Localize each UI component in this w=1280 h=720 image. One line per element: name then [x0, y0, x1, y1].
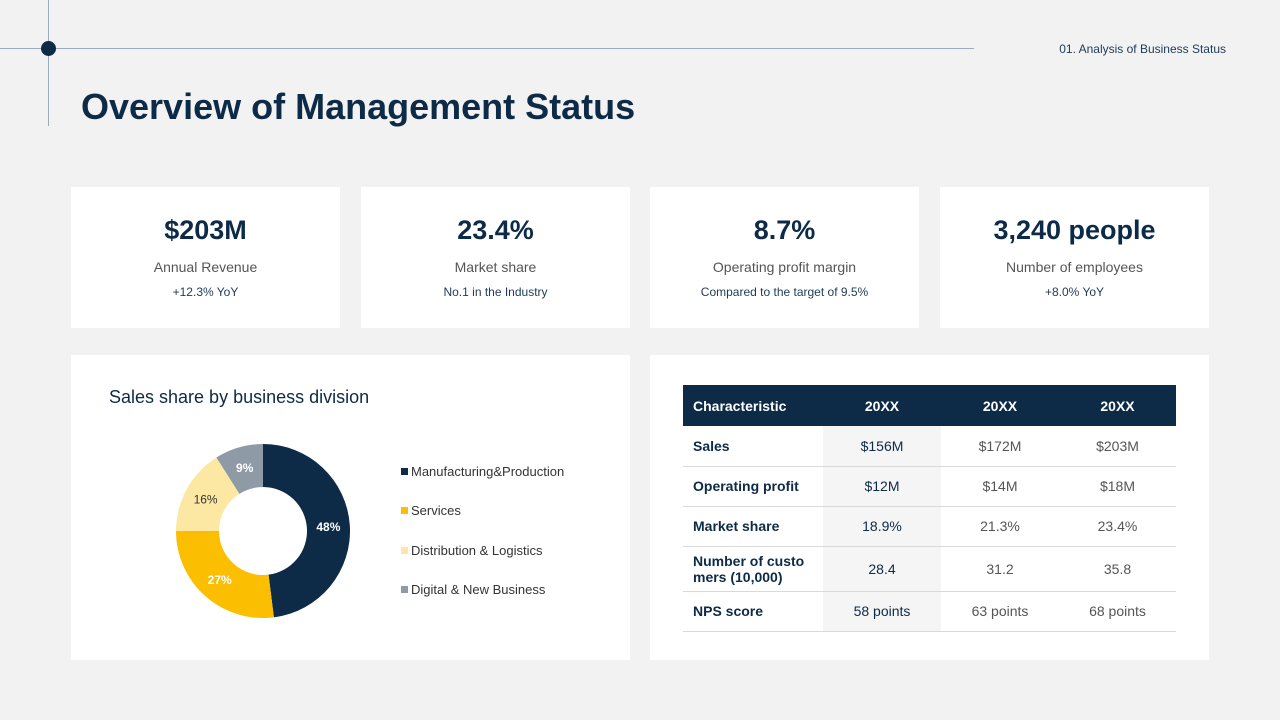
- row-label: Number of custo mers (10,000): [683, 546, 823, 592]
- row-label: NPS score: [683, 591, 823, 632]
- table-cell: 58 points: [823, 591, 941, 632]
- decorative-dot: [41, 41, 56, 56]
- legend-label: Services: [411, 503, 461, 518]
- table-row: Operating profit $12M $14M $18M: [683, 466, 1176, 507]
- kpi-note: +12.3% YoY: [172, 285, 239, 299]
- table-cell: $12M: [823, 466, 941, 507]
- decorative-line-vertical: [48, 0, 49, 126]
- kpi-card-market-share: 23.4% Market share No.1 in the Industry: [361, 187, 630, 328]
- kpi-label: Annual Revenue: [153, 259, 258, 275]
- kpi-label: Market share: [454, 259, 537, 275]
- chart-legend: Manufacturing&Production Services Distribu…: [401, 461, 564, 619]
- table-row: Number of custo mers (10,000) 28.4 31.2 …: [683, 546, 1176, 592]
- donut-slice: [176, 457, 240, 531]
- kpi-note: +8.0% YoY: [1044, 285, 1105, 299]
- kpi-card-operating-margin: 8.7% Operating profit margin Compared to…: [650, 187, 919, 328]
- slice-label: 27%: [208, 573, 232, 587]
- legend-item: Digital & New Business: [401, 580, 564, 600]
- legend-swatch: [401, 507, 408, 514]
- slice-label: 48%: [316, 520, 340, 534]
- legend-swatch: [401, 546, 408, 554]
- kpi-note: No.1 in the Industry: [443, 285, 548, 299]
- table-header-cell: 20XX: [823, 385, 941, 426]
- table-cell: 63 points: [941, 591, 1059, 632]
- table-cell: $156M: [823, 426, 941, 467]
- slice-label: 16%: [194, 492, 218, 506]
- table-cell: 35.8: [1059, 546, 1176, 592]
- kpi-card-revenue: $203M Annual Revenue +12.3% YoY: [71, 187, 340, 328]
- page-title: Overview of Management Status: [81, 86, 636, 127]
- section-label: 01. Analysis of Business Status: [1059, 42, 1226, 56]
- legend-swatch: [401, 467, 408, 475]
- donut-chart: 48% 27% 16% 9%: [176, 444, 351, 618]
- table-row: NPS score 58 points 63 points 68 points: [683, 591, 1176, 632]
- kpi-value: 23.4%: [457, 215, 534, 245]
- table-cell: 28.4: [823, 546, 941, 592]
- table-cell: $172M: [941, 426, 1059, 467]
- chart-title: Sales share by business division: [109, 387, 370, 407]
- table-cell: 68 points: [1059, 591, 1176, 632]
- table-cell: 23.4%: [1059, 506, 1176, 547]
- row-label: Market share: [683, 506, 823, 547]
- legend-label: Manufacturing&Production: [411, 463, 565, 479]
- slice-label: 9%: [236, 461, 254, 475]
- table-header-cell: Characteristic: [683, 385, 823, 426]
- kpi-value: 3,240 people: [993, 215, 1156, 245]
- donut-slice: [263, 444, 351, 618]
- table-cell: $203M: [1059, 426, 1176, 467]
- kpi-note: Compared to the target of 9.5%: [700, 285, 869, 299]
- legend-swatch: [401, 586, 408, 593]
- legend-item: Services: [401, 501, 564, 521]
- table-cell: 21.3%: [941, 506, 1059, 547]
- legend-label: Distribution & Logistics: [411, 542, 543, 558]
- donut-slice: [216, 444, 263, 494]
- table-row: Market share 18.9% 21.3% 23.4%: [683, 506, 1176, 547]
- table-cell: 18.9%: [823, 506, 941, 547]
- table-panel: Characteristic 20XX 20XX 20XX Sales $156…: [650, 355, 1209, 660]
- table-header-cell: 20XX: [1059, 385, 1176, 426]
- legend-item: Distribution & Logistics: [401, 540, 564, 560]
- decorative-line-horizontal: [0, 48, 974, 49]
- donut-slice: [176, 531, 274, 618]
- table-header-cell: 20XX: [941, 385, 1059, 426]
- table-row: Sales $156M $172M $203M: [683, 426, 1176, 467]
- table-cell: 31.2: [941, 546, 1059, 592]
- chart-panel: Sales share by business division 48% 27% 1…: [71, 355, 630, 660]
- kpi-value: $203M: [164, 215, 247, 245]
- row-label: Sales: [683, 426, 823, 467]
- legend-label: Digital & New Business: [411, 582, 546, 597]
- kpi-label: Number of employees: [1006, 259, 1143, 275]
- metrics-table: Characteristic 20XX 20XX 20XX Sales $156…: [683, 385, 1176, 632]
- kpi-label: Operating profit margin: [712, 259, 857, 275]
- table-header-row: Characteristic 20XX 20XX 20XX: [683, 385, 1176, 426]
- table-cell: $14M: [941, 466, 1059, 507]
- kpi-card-employees: 3,240 people Number of employees +8.0% Y…: [940, 187, 1209, 328]
- table-cell: $18M: [1059, 466, 1176, 507]
- kpi-value: 8.7%: [753, 215, 816, 245]
- row-label: Operating profit: [683, 466, 823, 507]
- legend-item: Manufacturing&Production: [401, 461, 564, 481]
